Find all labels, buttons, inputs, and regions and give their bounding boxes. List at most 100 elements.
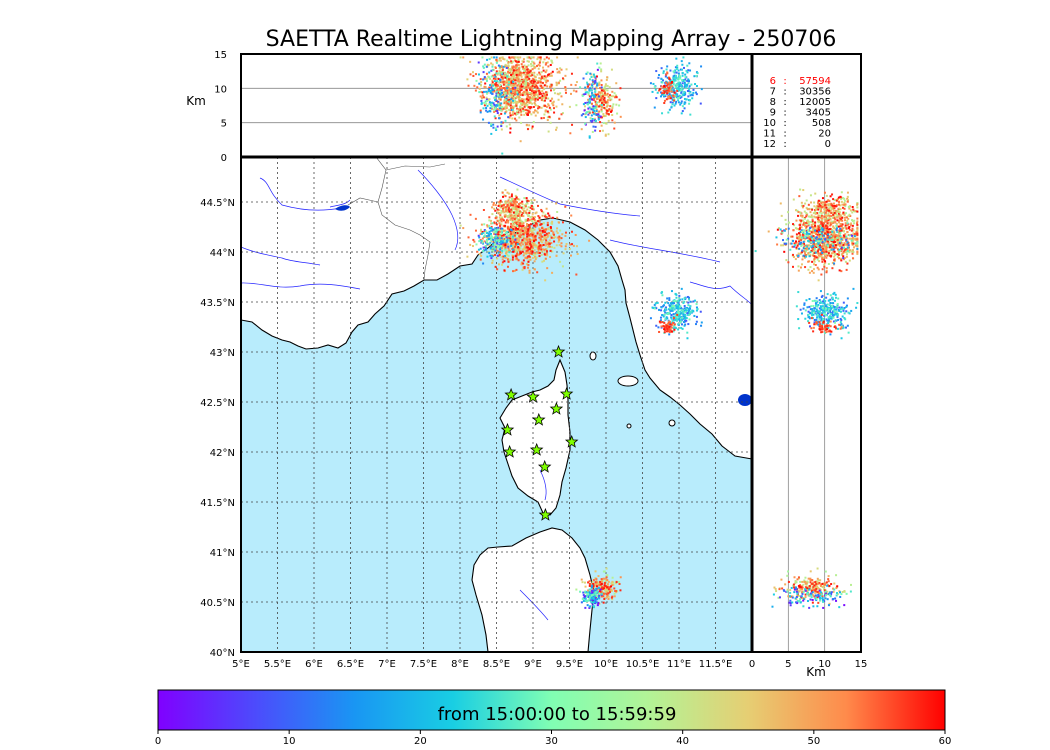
top-source-point xyxy=(523,105,526,108)
side-source-point xyxy=(796,227,799,230)
top-source-point xyxy=(508,116,511,119)
side-source-point xyxy=(825,269,828,272)
side-source-point xyxy=(838,229,841,232)
map-source-point xyxy=(494,253,497,256)
top-source-point xyxy=(512,101,515,104)
top-source-point xyxy=(607,119,610,122)
side-source-point xyxy=(839,223,842,226)
map-source-point xyxy=(606,594,609,597)
top-source-point xyxy=(479,90,482,93)
side-source-point xyxy=(846,237,849,240)
map-source-point xyxy=(491,261,494,264)
top-source-point xyxy=(526,109,529,112)
top-source-point xyxy=(499,78,502,81)
top-source-point xyxy=(603,99,606,102)
top-source-point xyxy=(528,77,531,80)
map-source-point xyxy=(695,309,698,312)
map-source-point xyxy=(521,248,524,251)
map-source-point xyxy=(530,239,533,242)
top-source-point xyxy=(518,101,521,104)
map-source-point xyxy=(610,582,613,585)
map-source-point xyxy=(699,310,702,313)
map-source-point xyxy=(489,232,492,235)
top-source-point xyxy=(671,85,674,88)
top-source-point xyxy=(531,127,534,130)
top-source-point xyxy=(552,101,555,104)
map-source-point xyxy=(510,207,513,210)
top-source-point xyxy=(680,91,683,94)
top-source-point xyxy=(542,116,545,119)
top-source-point xyxy=(486,110,489,113)
top-source-point xyxy=(606,76,609,79)
map-source-point xyxy=(666,327,669,330)
top-source-point xyxy=(509,61,512,64)
top-source-point xyxy=(500,95,503,98)
map-source-point xyxy=(526,246,529,249)
map-source-point xyxy=(588,596,591,599)
map-source-point xyxy=(508,210,511,213)
top-source-point xyxy=(553,87,556,90)
top-source-point xyxy=(526,56,529,59)
map-source-point xyxy=(607,590,610,593)
map-source-point xyxy=(680,320,683,323)
side-source-point xyxy=(847,206,850,209)
top-source-point xyxy=(656,91,659,94)
top-source-point xyxy=(679,68,682,71)
map-source-point xyxy=(494,217,497,220)
map-x-tick-label: 6.5°E xyxy=(337,659,364,670)
map-source-point xyxy=(518,224,521,227)
top-source-point xyxy=(512,99,515,102)
map-source-point xyxy=(550,229,553,232)
map-source-point xyxy=(496,208,499,211)
top-source-point xyxy=(502,107,505,110)
map-source-point xyxy=(527,266,530,269)
map-source-point xyxy=(474,217,477,220)
top-source-point xyxy=(500,76,503,79)
top-source-point xyxy=(494,75,497,78)
side-source-point xyxy=(799,266,802,269)
map-source-point xyxy=(533,249,536,252)
top-source-point xyxy=(677,84,680,87)
top-source-point xyxy=(525,81,528,84)
side-source-point xyxy=(780,214,783,217)
top-source-point xyxy=(560,113,563,116)
top-source-point xyxy=(508,89,511,92)
top-source-point xyxy=(548,74,551,77)
map-source-point xyxy=(517,245,520,248)
map-source-point xyxy=(556,216,559,219)
top-source-point xyxy=(683,92,686,95)
map-source-point xyxy=(520,241,523,244)
map-source-point xyxy=(668,312,671,315)
map-source-point xyxy=(533,216,536,219)
top-source-point xyxy=(530,113,533,116)
map-source-point xyxy=(506,258,509,261)
top-source-point xyxy=(500,112,503,115)
top-source-point xyxy=(559,67,562,70)
map-source-point xyxy=(661,294,664,297)
top-source-point xyxy=(512,107,515,110)
side-source-point xyxy=(821,224,824,227)
top-source-point xyxy=(550,60,553,63)
map-source-point xyxy=(549,234,552,237)
top-source-point xyxy=(506,87,509,90)
top-source-point xyxy=(679,96,682,99)
top-source-point xyxy=(660,78,663,81)
map-source-point xyxy=(525,197,528,200)
top-source-point xyxy=(514,56,517,59)
map-source-point xyxy=(503,229,506,232)
map-source-point xyxy=(600,579,603,582)
map-source-point xyxy=(515,244,518,247)
side-source-point xyxy=(798,238,801,241)
map-y-tick-label: 41.5°N xyxy=(200,498,235,509)
side-source-point xyxy=(847,214,850,217)
map-source-point xyxy=(676,313,679,316)
top-source-point xyxy=(526,60,529,63)
top-source-point xyxy=(676,88,679,91)
side-source-point xyxy=(827,228,830,231)
map-source-point xyxy=(665,325,668,328)
top-source-point xyxy=(527,85,530,88)
top-source-point xyxy=(683,81,686,84)
top-source-point xyxy=(541,86,544,89)
top-source-point xyxy=(544,71,547,74)
map-source-point xyxy=(502,211,505,214)
